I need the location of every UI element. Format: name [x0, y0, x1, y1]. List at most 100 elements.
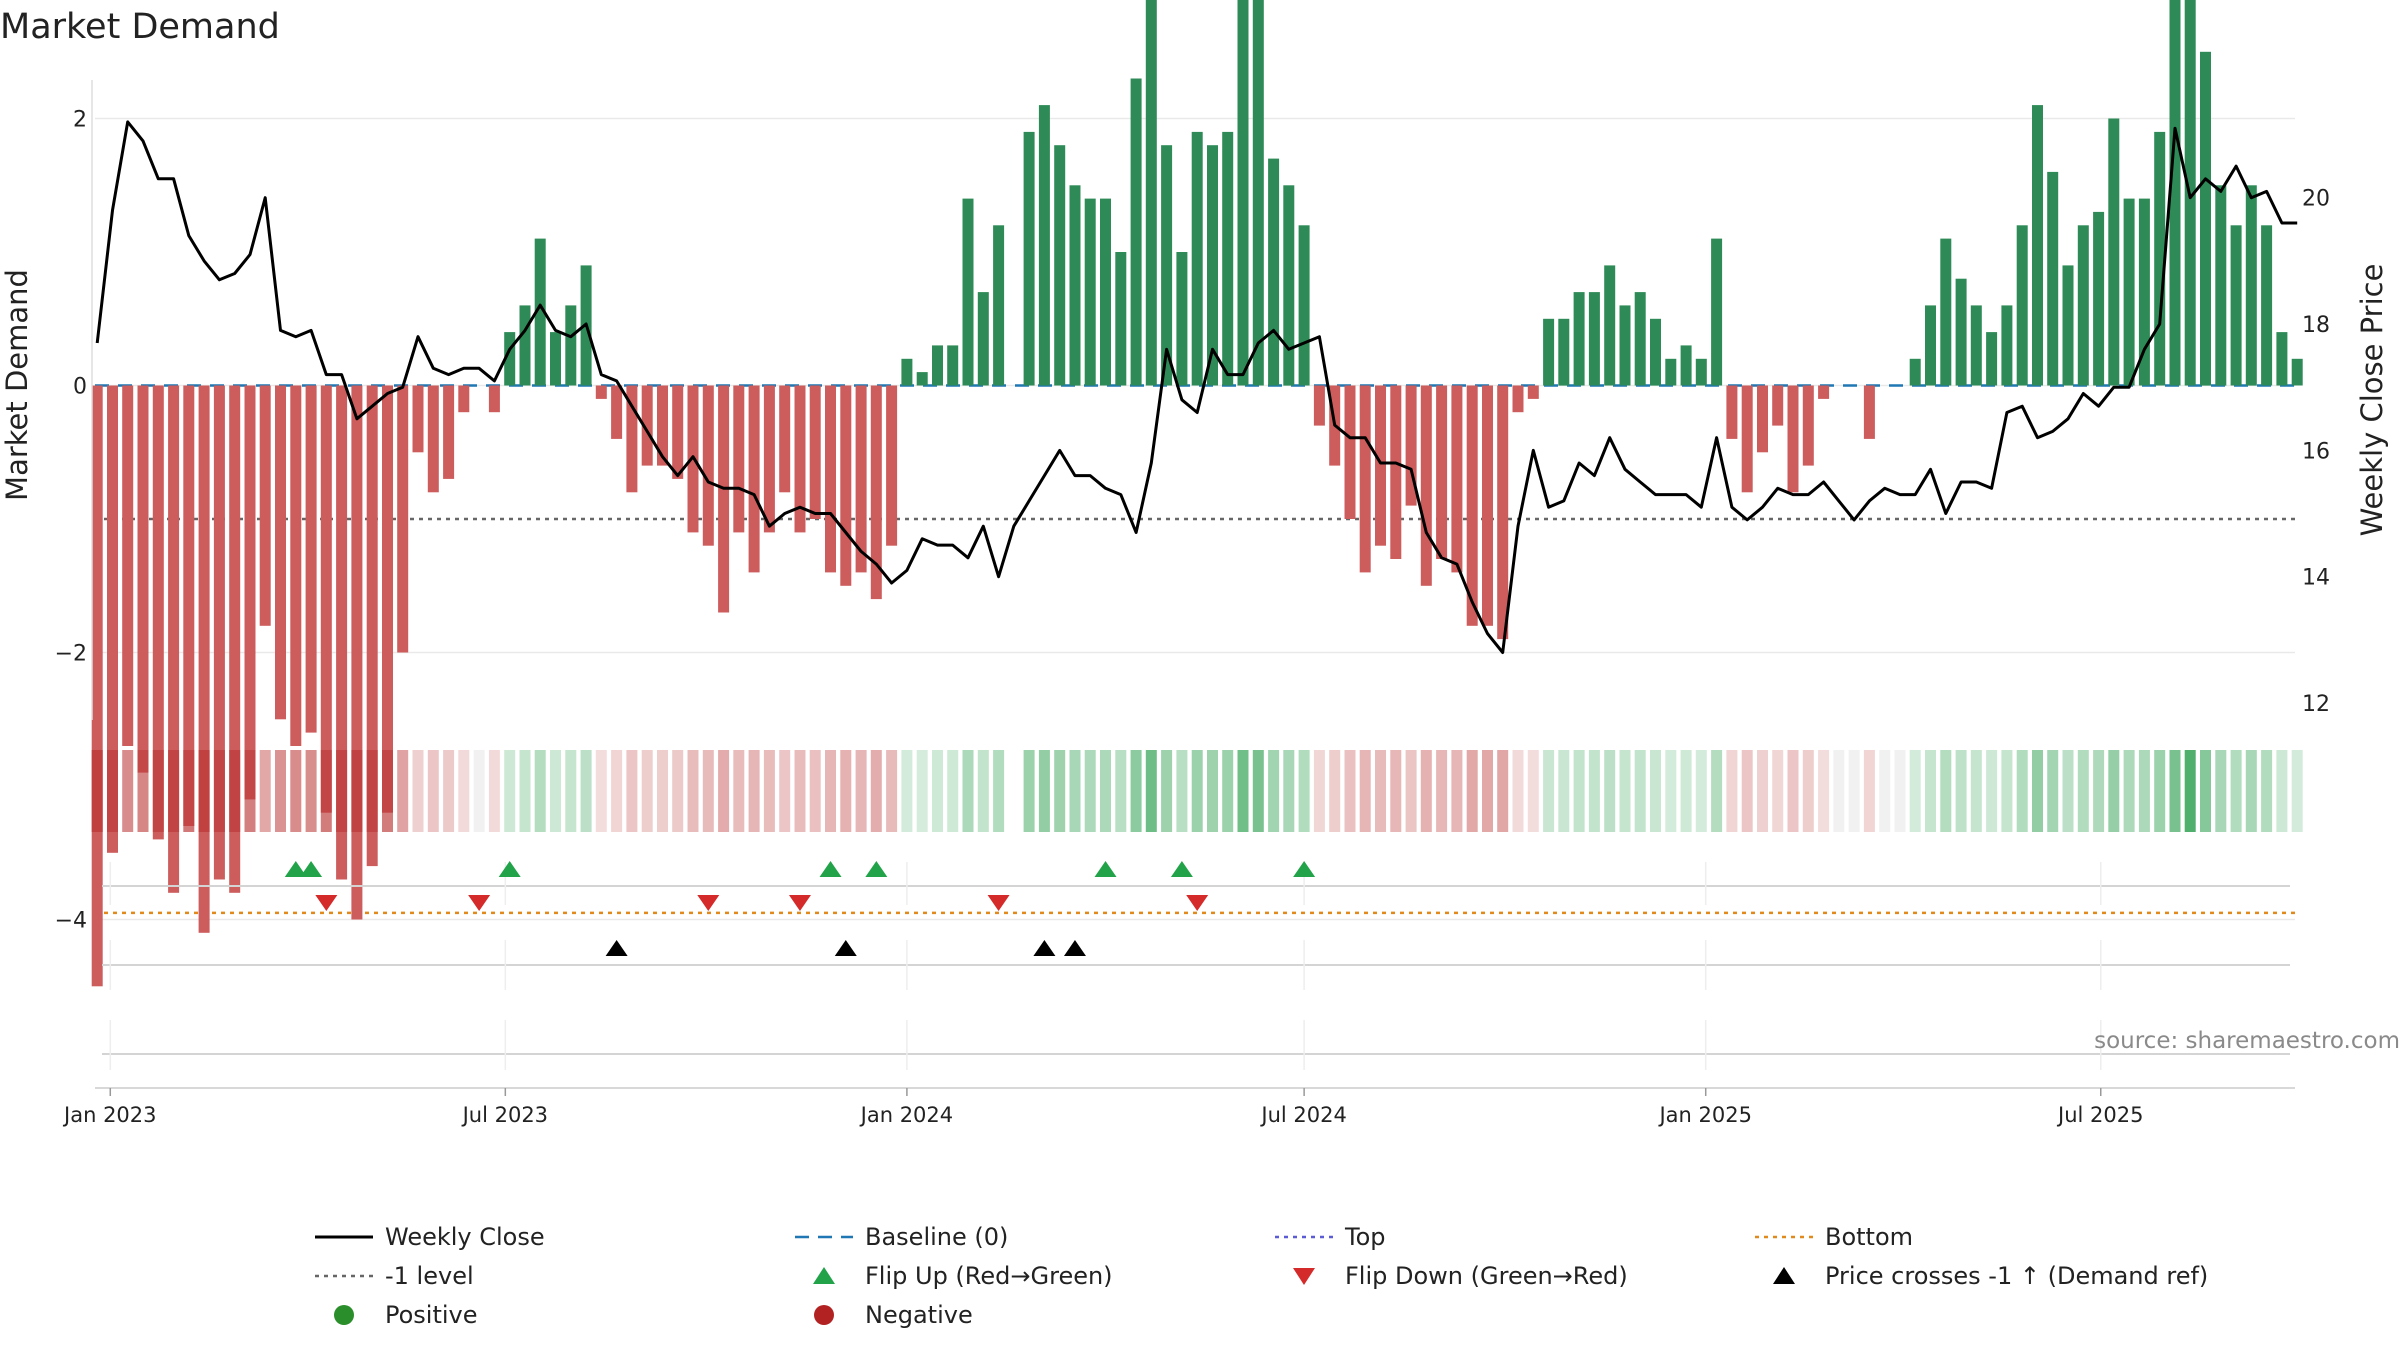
- heat-cell: [1329, 750, 1341, 832]
- demand-bar: [1359, 385, 1371, 573]
- demand-bar: [932, 345, 943, 386]
- heat-cell: [1772, 750, 1784, 832]
- demand-bar: [244, 385, 256, 800]
- y-tick-left: 0: [73, 375, 87, 400]
- heat-cell: [382, 750, 393, 832]
- heat-cell: [1650, 750, 1661, 832]
- heat-cell: [977, 750, 989, 832]
- heat-cell: [1833, 750, 1845, 832]
- demand-bar: [122, 385, 134, 746]
- demand-bar: [91, 385, 103, 987]
- demand-bar: [1802, 385, 1814, 466]
- heat-cell: [748, 750, 760, 832]
- demand-bar: [1466, 385, 1478, 626]
- demand-bar: [1237, 0, 1249, 386]
- demand-bar: [1313, 385, 1325, 426]
- demand-bar: [1665, 358, 1677, 386]
- heat-cell: [733, 750, 745, 832]
- demand-bar: [1543, 318, 1555, 386]
- flip-up-marker: [498, 861, 521, 877]
- demand-bar: [641, 385, 653, 466]
- demand-bar: [1741, 385, 1753, 493]
- heat-cell: [901, 750, 913, 832]
- demand-bar: [427, 385, 439, 493]
- demand-bar: [1757, 385, 1768, 453]
- demand-bar: [259, 385, 271, 626]
- demand-bar: [1955, 278, 1967, 386]
- demand-bar: [1115, 252, 1127, 386]
- demand-bar: [565, 305, 577, 386]
- demand-bar: [1680, 345, 1692, 386]
- demand-bar: [1298, 225, 1310, 386]
- demand-bar: [1084, 198, 1096, 386]
- demand-bar: [1405, 385, 1417, 506]
- demand-bar: [2016, 225, 2028, 386]
- heat-cell: [1252, 750, 1264, 832]
- y-axis-label-right: Weekly Close Price: [2355, 264, 2389, 537]
- demand-bars: [91, 0, 2303, 987]
- price-cross-marker: [834, 940, 857, 956]
- y-tick-right: 20: [2302, 187, 2330, 212]
- demand-bar: [488, 385, 500, 413]
- demand-bar: [672, 385, 684, 479]
- heat-cell: [1405, 750, 1417, 832]
- heat-cell: [1420, 750, 1432, 832]
- y-tick-right: 16: [2302, 439, 2330, 464]
- heat-cell: [565, 750, 577, 832]
- demand-bar: [366, 385, 378, 867]
- heat-cell: [1573, 750, 1585, 832]
- heat-cell: [91, 750, 103, 832]
- heat-cell: [1665, 750, 1677, 832]
- heat-cell: [2154, 750, 2166, 832]
- heat-cell: [2032, 750, 2043, 832]
- flip-up-marker: [1170, 861, 1193, 877]
- heat-cell: [1069, 750, 1081, 832]
- demand-bar: [1054, 145, 1066, 386]
- heat-cell: [825, 750, 836, 832]
- heat-cell: [1848, 750, 1860, 832]
- heat-cell: [1711, 750, 1723, 832]
- demand-bar: [443, 385, 455, 479]
- demand-bar: [733, 385, 745, 533]
- demand-bar: [1818, 385, 1830, 399]
- demand-bar: [1650, 318, 1661, 386]
- heat-cell: [855, 750, 867, 832]
- flip-up-marker: [819, 861, 842, 877]
- demand-bar: [137, 385, 149, 773]
- heat-cell: [1359, 750, 1371, 832]
- heat-cell: [702, 750, 714, 832]
- demand-bar: [1023, 131, 1035, 386]
- heat-cell: [1344, 750, 1356, 832]
- heat-cell: [1451, 750, 1463, 832]
- demand-bar: [1588, 292, 1600, 386]
- demand-bar: [611, 385, 623, 439]
- flip-up-marker: [300, 861, 323, 877]
- heat-cell: [2077, 750, 2089, 832]
- heat-cell: [840, 750, 852, 832]
- heat-cell: [932, 750, 943, 832]
- demand-bar: [2230, 225, 2242, 386]
- demand-bar: [1527, 385, 1539, 399]
- y-tick-right: 12: [2302, 692, 2330, 717]
- demand-bar: [1558, 318, 1570, 386]
- heat-cell: [916, 750, 928, 832]
- flip-up-marker: [1094, 861, 1117, 877]
- demand-bar: [2154, 131, 2166, 386]
- heat-cell: [1176, 750, 1188, 832]
- y-tick-right: 14: [2302, 566, 2330, 591]
- legend-swatch-flip-down: [1293, 1268, 1315, 1285]
- heat-cell: [2108, 750, 2120, 832]
- demand-bar: [1436, 385, 1448, 559]
- heat-cell: [993, 750, 1005, 832]
- heat-cell: [1222, 750, 1234, 832]
- demand-bar: [229, 385, 241, 893]
- demand-bar: [336, 385, 348, 880]
- heat-cell: [1863, 750, 1875, 832]
- demand-bar: [2245, 185, 2257, 386]
- demand-bar: [1451, 385, 1463, 573]
- demand-bar: [840, 385, 852, 586]
- heat-cell: [1130, 750, 1142, 832]
- heat-cell: [1084, 750, 1096, 832]
- heat-cell: [1940, 750, 1952, 832]
